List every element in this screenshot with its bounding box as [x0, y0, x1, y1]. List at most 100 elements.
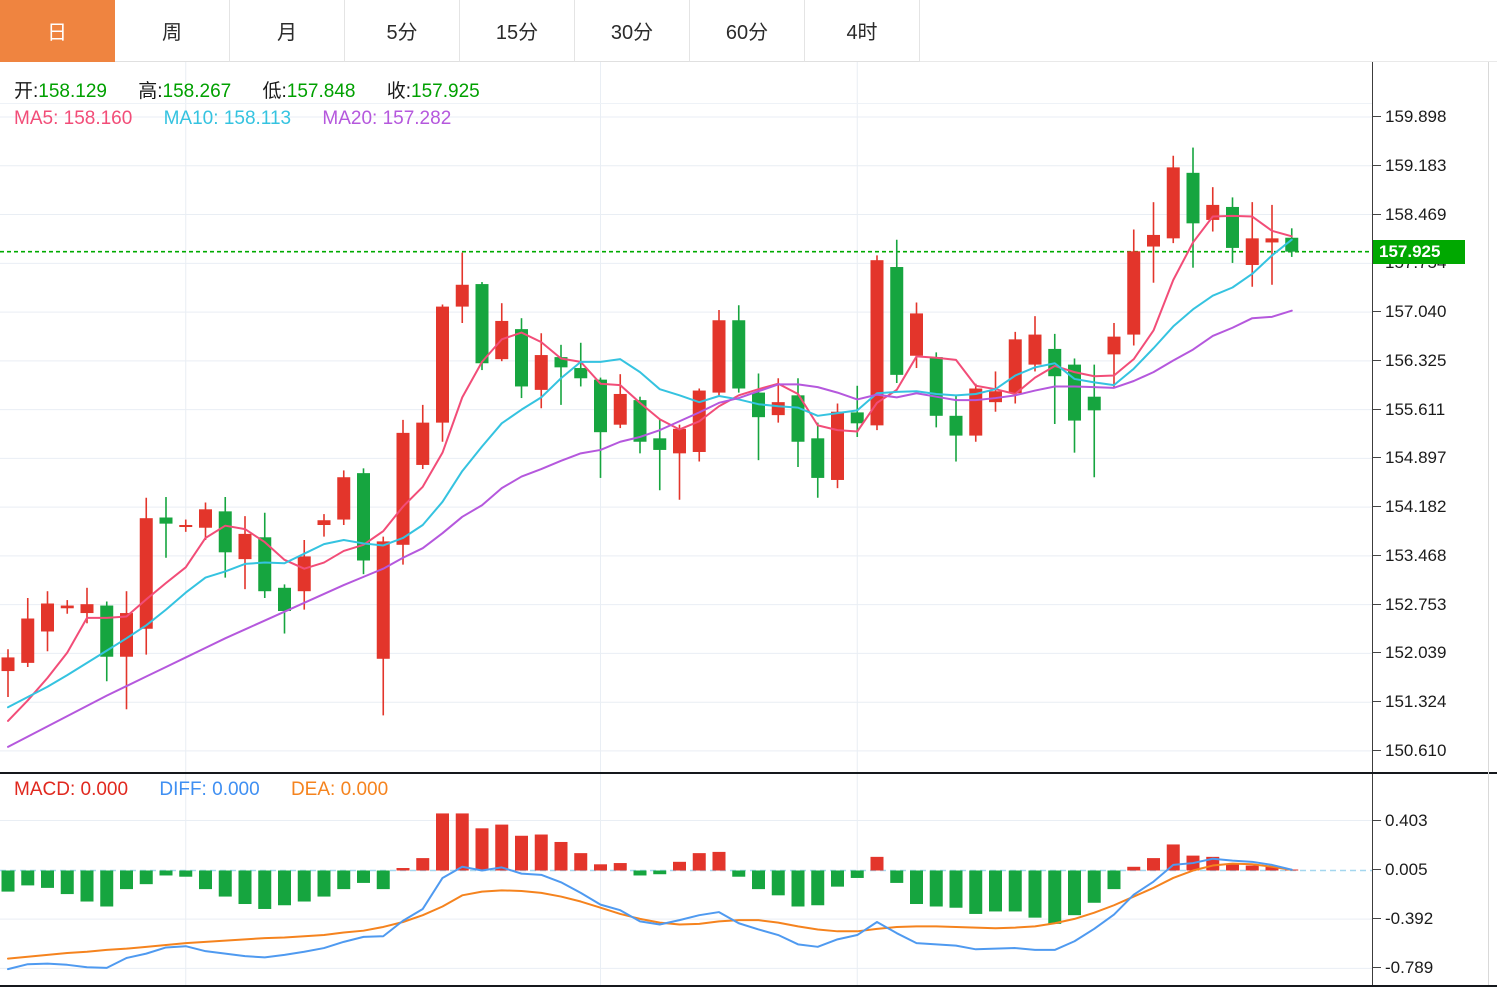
candle-body — [594, 379, 607, 433]
candle-body — [179, 525, 193, 528]
macd-bar — [1, 870, 15, 892]
ohlc-row-divider — [0, 103, 1372, 104]
diff-line — [7, 857, 1293, 971]
price-gridlines — [0, 62, 1372, 772]
candle-body — [1166, 167, 1180, 239]
high-label: 高: — [138, 81, 163, 102]
macd-bar — [811, 870, 825, 906]
candle-body — [653, 438, 667, 450]
high-value: 158.267 — [162, 81, 232, 102]
candle-body — [396, 432, 410, 545]
candle-body — [870, 260, 884, 426]
macd-bar — [1245, 865, 1259, 871]
macd-bar — [1087, 870, 1101, 903]
macd-bar — [1127, 866, 1141, 871]
tab-timeframe-2[interactable]: 周 — [115, 0, 230, 62]
macd-bar — [1008, 870, 1022, 912]
low-label: 低: — [262, 81, 287, 102]
tab-timeframe-3[interactable]: 月 — [230, 0, 345, 62]
candle-body — [1245, 238, 1259, 265]
macd-bar — [712, 851, 726, 871]
macd-bar — [850, 870, 864, 878]
ma10-label: MA10: — [163, 108, 219, 129]
macd-bar — [416, 858, 430, 871]
close-label: 收: — [386, 81, 412, 102]
macd-bar — [594, 864, 607, 871]
macd-bar — [534, 834, 548, 871]
tab-timeframe-5[interactable]: 15分 — [460, 0, 575, 62]
macd-bar — [633, 870, 647, 876]
candle-body — [139, 518, 153, 629]
macd-bar — [1265, 866, 1279, 871]
macd-bar — [989, 870, 1002, 912]
candle-body — [100, 605, 114, 657]
macd-bar — [949, 870, 963, 908]
tab-timeframe-7[interactable]: 60分 — [690, 0, 805, 62]
ma20-line — [7, 309, 1293, 748]
candle-body — [297, 556, 311, 592]
timeframe-tabbar: 日周月 5分 15分 30分 60分 4时 — [0, 0, 920, 62]
macd-gridlines — [0, 774, 1372, 985]
candle-body — [910, 313, 923, 356]
tab-timeframe-6[interactable]: 30分 — [575, 0, 690, 62]
macd-bar — [673, 861, 686, 871]
candle-body — [21, 618, 35, 663]
macd-bar — [179, 870, 193, 877]
candle-body — [238, 533, 252, 560]
candle-body — [831, 411, 844, 480]
candle-body — [929, 357, 943, 416]
candlestick-chart[interactable] — [0, 62, 1372, 772]
macd-bar — [791, 870, 805, 907]
macd-bar — [771, 870, 785, 896]
ma-readout: MA5: 158.160 MA10: 158.113 MA20: 157.282 — [14, 108, 477, 130]
macd-bar — [218, 870, 232, 897]
diff-value: 0.000 — [212, 779, 260, 800]
macd-bar — [692, 853, 706, 871]
panel-separator — [0, 772, 1497, 774]
macd-bar — [1028, 870, 1042, 918]
candle-body — [633, 400, 647, 442]
macd-value: 0.000 — [80, 779, 129, 800]
candle-body — [41, 603, 54, 632]
candle-body — [1265, 238, 1279, 243]
candle-body — [989, 391, 1002, 403]
candle-body — [199, 509, 212, 528]
macd-label: MACD: — [14, 779, 76, 800]
tab-timeframe-8[interactable]: 4时 — [805, 0, 920, 62]
ma5-value: 158.160 — [63, 108, 133, 129]
candle-body — [1127, 251, 1141, 335]
low-value: 157.848 — [286, 81, 356, 102]
candle-body — [574, 368, 588, 379]
macd-bar — [139, 870, 153, 885]
macd-chart[interactable] — [0, 774, 1372, 985]
candle-body — [949, 415, 963, 436]
ma20-label: MA20: — [322, 108, 378, 129]
macd-bar — [238, 870, 252, 905]
candle-body — [416, 422, 430, 465]
candle-body — [613, 393, 627, 425]
candle-body — [850, 412, 864, 424]
macd-bar — [613, 863, 627, 871]
macd-bar — [80, 870, 94, 902]
macd-readout: MACD: 0.000 DIFF: 0.000 DEA: 0.000 — [14, 779, 414, 801]
candle-body — [1186, 172, 1200, 224]
macd-bar — [554, 841, 568, 871]
tab-timeframe-1[interactable]: 日 — [0, 0, 115, 62]
candle-body — [337, 477, 351, 520]
macd-bar — [890, 870, 904, 883]
candle-body — [1028, 334, 1042, 365]
macd-bar — [396, 868, 410, 871]
ma10-line — [7, 238, 1293, 709]
candle-body — [159, 517, 173, 524]
tab-timeframe-4[interactable]: 5分 — [345, 0, 460, 62]
dea-line — [7, 862, 1293, 960]
macd-bar — [1068, 870, 1081, 916]
candle-body — [1147, 234, 1160, 247]
macd-bar — [929, 870, 943, 907]
macd-bar — [1226, 864, 1239, 871]
dea-label: DEA: — [290, 779, 336, 800]
candle-body — [771, 402, 785, 416]
macd-bar — [495, 824, 509, 871]
moving-averages — [7, 214, 1293, 748]
candle-body — [1107, 336, 1121, 355]
